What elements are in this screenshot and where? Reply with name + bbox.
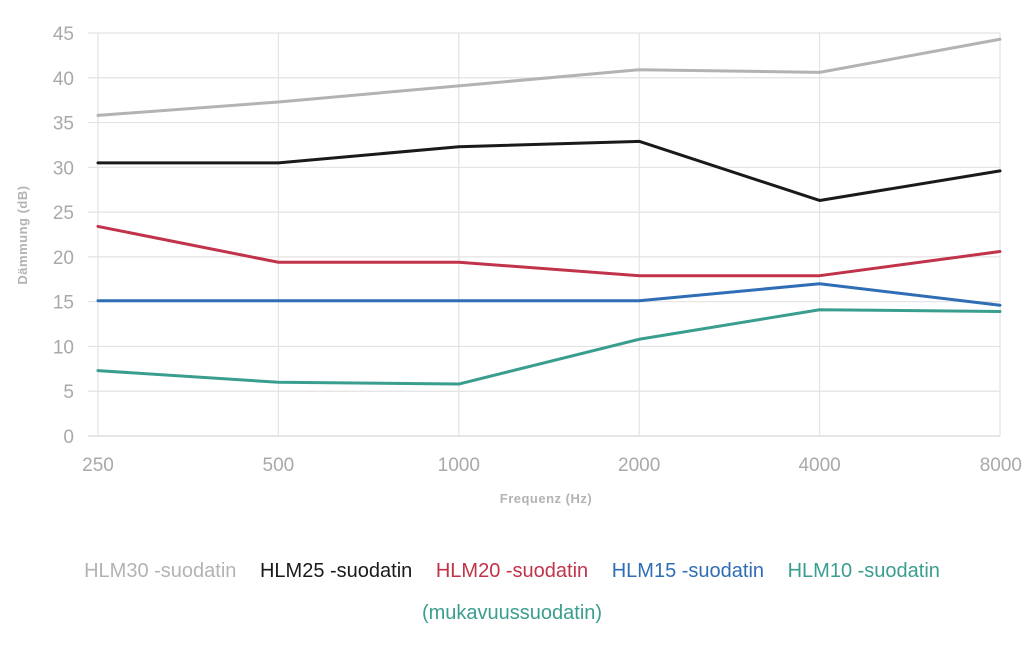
legend-row-2: (mukavuussuodatin) bbox=[0, 592, 1024, 634]
y-tick-label: 40 bbox=[53, 69, 74, 90]
y-axis-ticks: 0 5 10 15 20 25 30 35 40 45 bbox=[53, 24, 74, 448]
legend-item-hlm25: HLM25 -suodatin bbox=[259, 560, 413, 582]
legend-item-hlm10-note: (mukavuussuodatin) bbox=[421, 602, 603, 624]
legend-item-hlm20: HLM20 -suodatin bbox=[435, 560, 589, 582]
x-tick-label: 2000 bbox=[618, 455, 660, 476]
series-line-4 bbox=[96, 308, 1002, 386]
legend-row: HLM30 -suodatin HLM25 -suodatin HLM20 -s… bbox=[0, 550, 1024, 592]
legend-item-hlm10: HLM10 -suodatin bbox=[787, 560, 940, 582]
x-tick-label: 1000 bbox=[438, 455, 480, 476]
x-tick-label: 4000 bbox=[798, 455, 840, 476]
series-line-0 bbox=[96, 37, 1002, 117]
y-tick-label: 0 bbox=[63, 427, 74, 448]
x-tick-label: 500 bbox=[263, 455, 295, 476]
series-line-3 bbox=[96, 282, 1002, 307]
y-tick-label: 20 bbox=[53, 248, 74, 269]
y-tick-label: 5 bbox=[63, 382, 74, 403]
series-line-2 bbox=[96, 224, 1002, 278]
y-tick-label: 35 bbox=[53, 114, 74, 135]
x-axis-title: Frequenz (Hz) bbox=[500, 491, 592, 506]
legend-item-hlm30: HLM30 -suodatin bbox=[84, 560, 237, 582]
y-tick-label: 45 bbox=[53, 24, 74, 45]
y-tick-label: 30 bbox=[53, 158, 74, 179]
legend: HLM30 -suodatin HLM25 -suodatin HLM20 -s… bbox=[0, 550, 1024, 634]
x-tick-label: 250 bbox=[82, 455, 114, 476]
legend-item-hlm15: HLM15 -suodatin bbox=[611, 560, 765, 582]
series-line-1 bbox=[96, 139, 1002, 202]
gridlines bbox=[88, 32, 1001, 437]
line-chart: 0 5 10 15 20 25 30 35 40 45 250 500 1000 2000 4000 800… bbox=[15, 24, 1022, 506]
series-lines bbox=[96, 37, 1002, 386]
y-tick-label: 25 bbox=[53, 203, 74, 224]
y-axis-title: Dämmung (dB) bbox=[15, 185, 30, 284]
y-tick-label: 15 bbox=[53, 293, 74, 314]
x-axis-ticks: 250 500 1000 2000 4000 8000 bbox=[82, 455, 1022, 476]
y-tick-label: 10 bbox=[53, 337, 74, 358]
x-tick-label: 8000 bbox=[980, 455, 1022, 476]
